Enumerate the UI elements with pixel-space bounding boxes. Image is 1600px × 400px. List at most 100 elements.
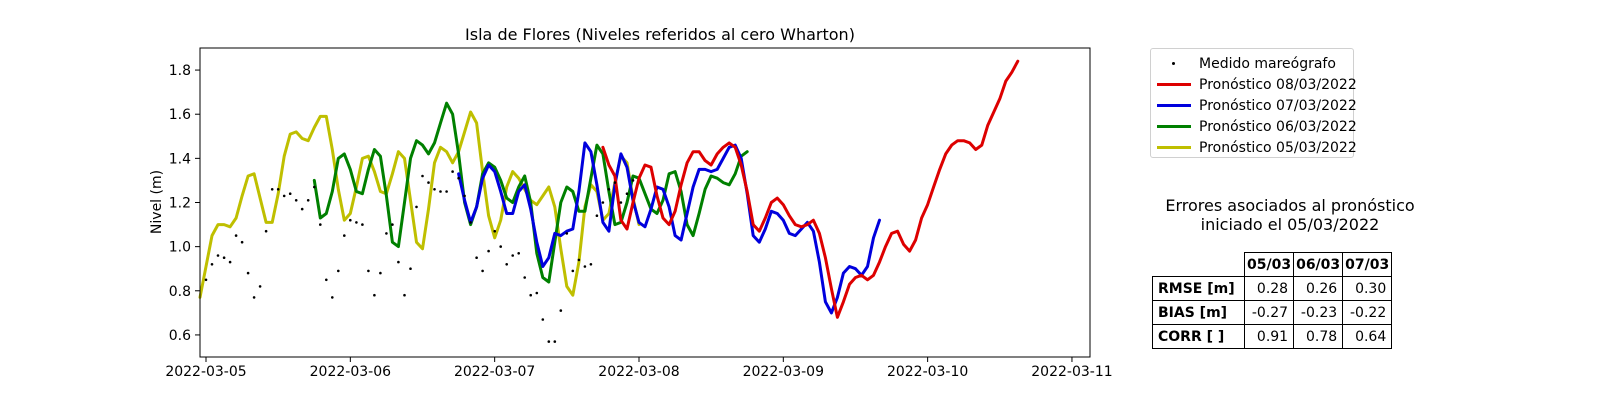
data-point bbox=[595, 214, 599, 217]
data-point bbox=[457, 176, 460, 180]
table-cell: -0.27 bbox=[1243, 300, 1295, 325]
data-point bbox=[445, 190, 448, 193]
data-point bbox=[433, 188, 436, 191]
column-header: 06/03 bbox=[1293, 252, 1344, 277]
data-point bbox=[276, 188, 280, 191]
data-point bbox=[373, 293, 376, 297]
data-point bbox=[379, 271, 382, 275]
data-point bbox=[625, 192, 629, 195]
y-tick-label: 1.6 bbox=[169, 107, 191, 123]
error-table: 05/03 06/03 07/03 RMSE [m] 0.28 0.26 0.3… bbox=[1152, 252, 1393, 349]
table-cell: 0.26 bbox=[1293, 276, 1344, 301]
x-tick-label: 2022-03-05 bbox=[165, 364, 246, 380]
x-tick-label: 2022-03-11 bbox=[1031, 364, 1112, 380]
data-point bbox=[463, 194, 466, 198]
legend-label: Pronóstico 08/03/2022 bbox=[1199, 76, 1357, 93]
column-header: 07/03 bbox=[1342, 252, 1393, 277]
data-point bbox=[240, 240, 244, 244]
error-title-line2: iniciado el 05/03/2022 bbox=[1200, 215, 1380, 234]
y-tick-label: 0.8 bbox=[169, 284, 191, 300]
data-point bbox=[222, 256, 226, 260]
data-point bbox=[391, 223, 394, 226]
green-line-swatch bbox=[1157, 116, 1191, 137]
error-table-header-row: 05/03 06/03 07/03 bbox=[1153, 252, 1393, 277]
data-point bbox=[601, 201, 605, 204]
data-point bbox=[300, 207, 304, 211]
data-point bbox=[367, 269, 370, 273]
data-point bbox=[427, 181, 430, 184]
data-point bbox=[451, 170, 454, 173]
legend-item-pronostico-0503: Pronóstico 05/03/2022 bbox=[1151, 137, 1357, 158]
table-cell: 0.64 bbox=[1342, 324, 1393, 349]
y-tick-label: 1.2 bbox=[169, 196, 191, 212]
series-line-1 bbox=[601, 59, 1020, 319]
row-label: BIAS [m] bbox=[1152, 300, 1245, 325]
series-line-4 bbox=[198, 110, 641, 299]
legend-label: Medido mareógrafo bbox=[1199, 55, 1336, 72]
error-table-title: Errores asociados al pronóstico iniciado… bbox=[1140, 196, 1440, 234]
data-point bbox=[210, 263, 214, 266]
y-tick-label: 1.0 bbox=[169, 240, 191, 256]
blue-line-swatch bbox=[1157, 95, 1191, 116]
x-tick-label: 2022-03-07 bbox=[454, 364, 535, 380]
data-point bbox=[583, 265, 587, 268]
x-tick-label: 2022-03-10 bbox=[887, 364, 968, 380]
data-point bbox=[553, 340, 557, 343]
data-point bbox=[331, 296, 334, 299]
column-header: 05/03 bbox=[1243, 252, 1295, 277]
data-point bbox=[529, 293, 532, 297]
data-point bbox=[282, 194, 286, 198]
data-point bbox=[234, 234, 238, 237]
table-cell: 0.91 bbox=[1243, 324, 1295, 349]
chart-legend: Medido mareógrafo Pronóstico 08/03/2022 … bbox=[1150, 48, 1357, 158]
data-point bbox=[337, 269, 340, 273]
data-point bbox=[306, 199, 310, 202]
data-point bbox=[216, 254, 220, 257]
data-point bbox=[607, 188, 611, 191]
y-axis-label: Nivel (m) bbox=[149, 170, 165, 234]
chart-title: Isla de Flores (Niveles referidos al cer… bbox=[465, 25, 855, 44]
data-point bbox=[559, 309, 563, 312]
legend-label: Pronóstico 06/03/2022 bbox=[1199, 118, 1357, 135]
series-line-2 bbox=[457, 141, 881, 315]
data-point bbox=[619, 201, 623, 204]
data-point bbox=[228, 260, 232, 264]
data-point bbox=[493, 229, 497, 233]
data-point bbox=[415, 205, 418, 209]
error-table-row-bias: BIAS [m] -0.27 -0.23 -0.22 bbox=[1152, 300, 1393, 325]
data-point bbox=[409, 267, 412, 271]
data-point bbox=[343, 234, 346, 237]
data-point bbox=[523, 276, 526, 279]
legend-item-medido: Medido mareógrafo bbox=[1151, 53, 1353, 74]
data-point bbox=[481, 269, 484, 273]
data-point bbox=[246, 271, 250, 275]
data-point bbox=[511, 254, 514, 257]
series-medido-points bbox=[204, 170, 635, 343]
data-point bbox=[535, 291, 539, 295]
red-line-swatch bbox=[1157, 74, 1191, 95]
error-table-row-corr: CORR [ ] 0.91 0.78 0.64 bbox=[1152, 324, 1393, 349]
error-table-row-rmse: RMSE [m] 0.28 0.26 0.30 bbox=[1152, 276, 1393, 301]
row-label: CORR [ ] bbox=[1152, 324, 1245, 349]
legend-item-pronostico-0603: Pronóstico 06/03/2022 bbox=[1151, 116, 1357, 137]
data-point bbox=[385, 232, 388, 235]
plot-frame bbox=[199, 47, 1091, 358]
data-point bbox=[325, 278, 328, 282]
data-point bbox=[204, 278, 208, 282]
table-cell: -0.23 bbox=[1293, 300, 1344, 325]
data-point bbox=[505, 263, 509, 266]
data-point bbox=[571, 269, 575, 273]
data-point bbox=[631, 179, 635, 182]
legend-item-pronostico-0803: Pronóstico 08/03/2022 bbox=[1151, 74, 1357, 95]
data-point bbox=[487, 249, 490, 253]
data-point bbox=[565, 232, 569, 235]
table-cell: 0.30 bbox=[1342, 276, 1393, 301]
data-point bbox=[499, 245, 503, 248]
data-point bbox=[258, 285, 262, 288]
legend-label: Pronóstico 07/03/2022 bbox=[1199, 97, 1357, 114]
data-point bbox=[403, 293, 406, 297]
y-tick-label: 1.4 bbox=[169, 151, 191, 167]
data-point bbox=[577, 258, 581, 262]
scatter-dot-swatch bbox=[1157, 53, 1191, 74]
